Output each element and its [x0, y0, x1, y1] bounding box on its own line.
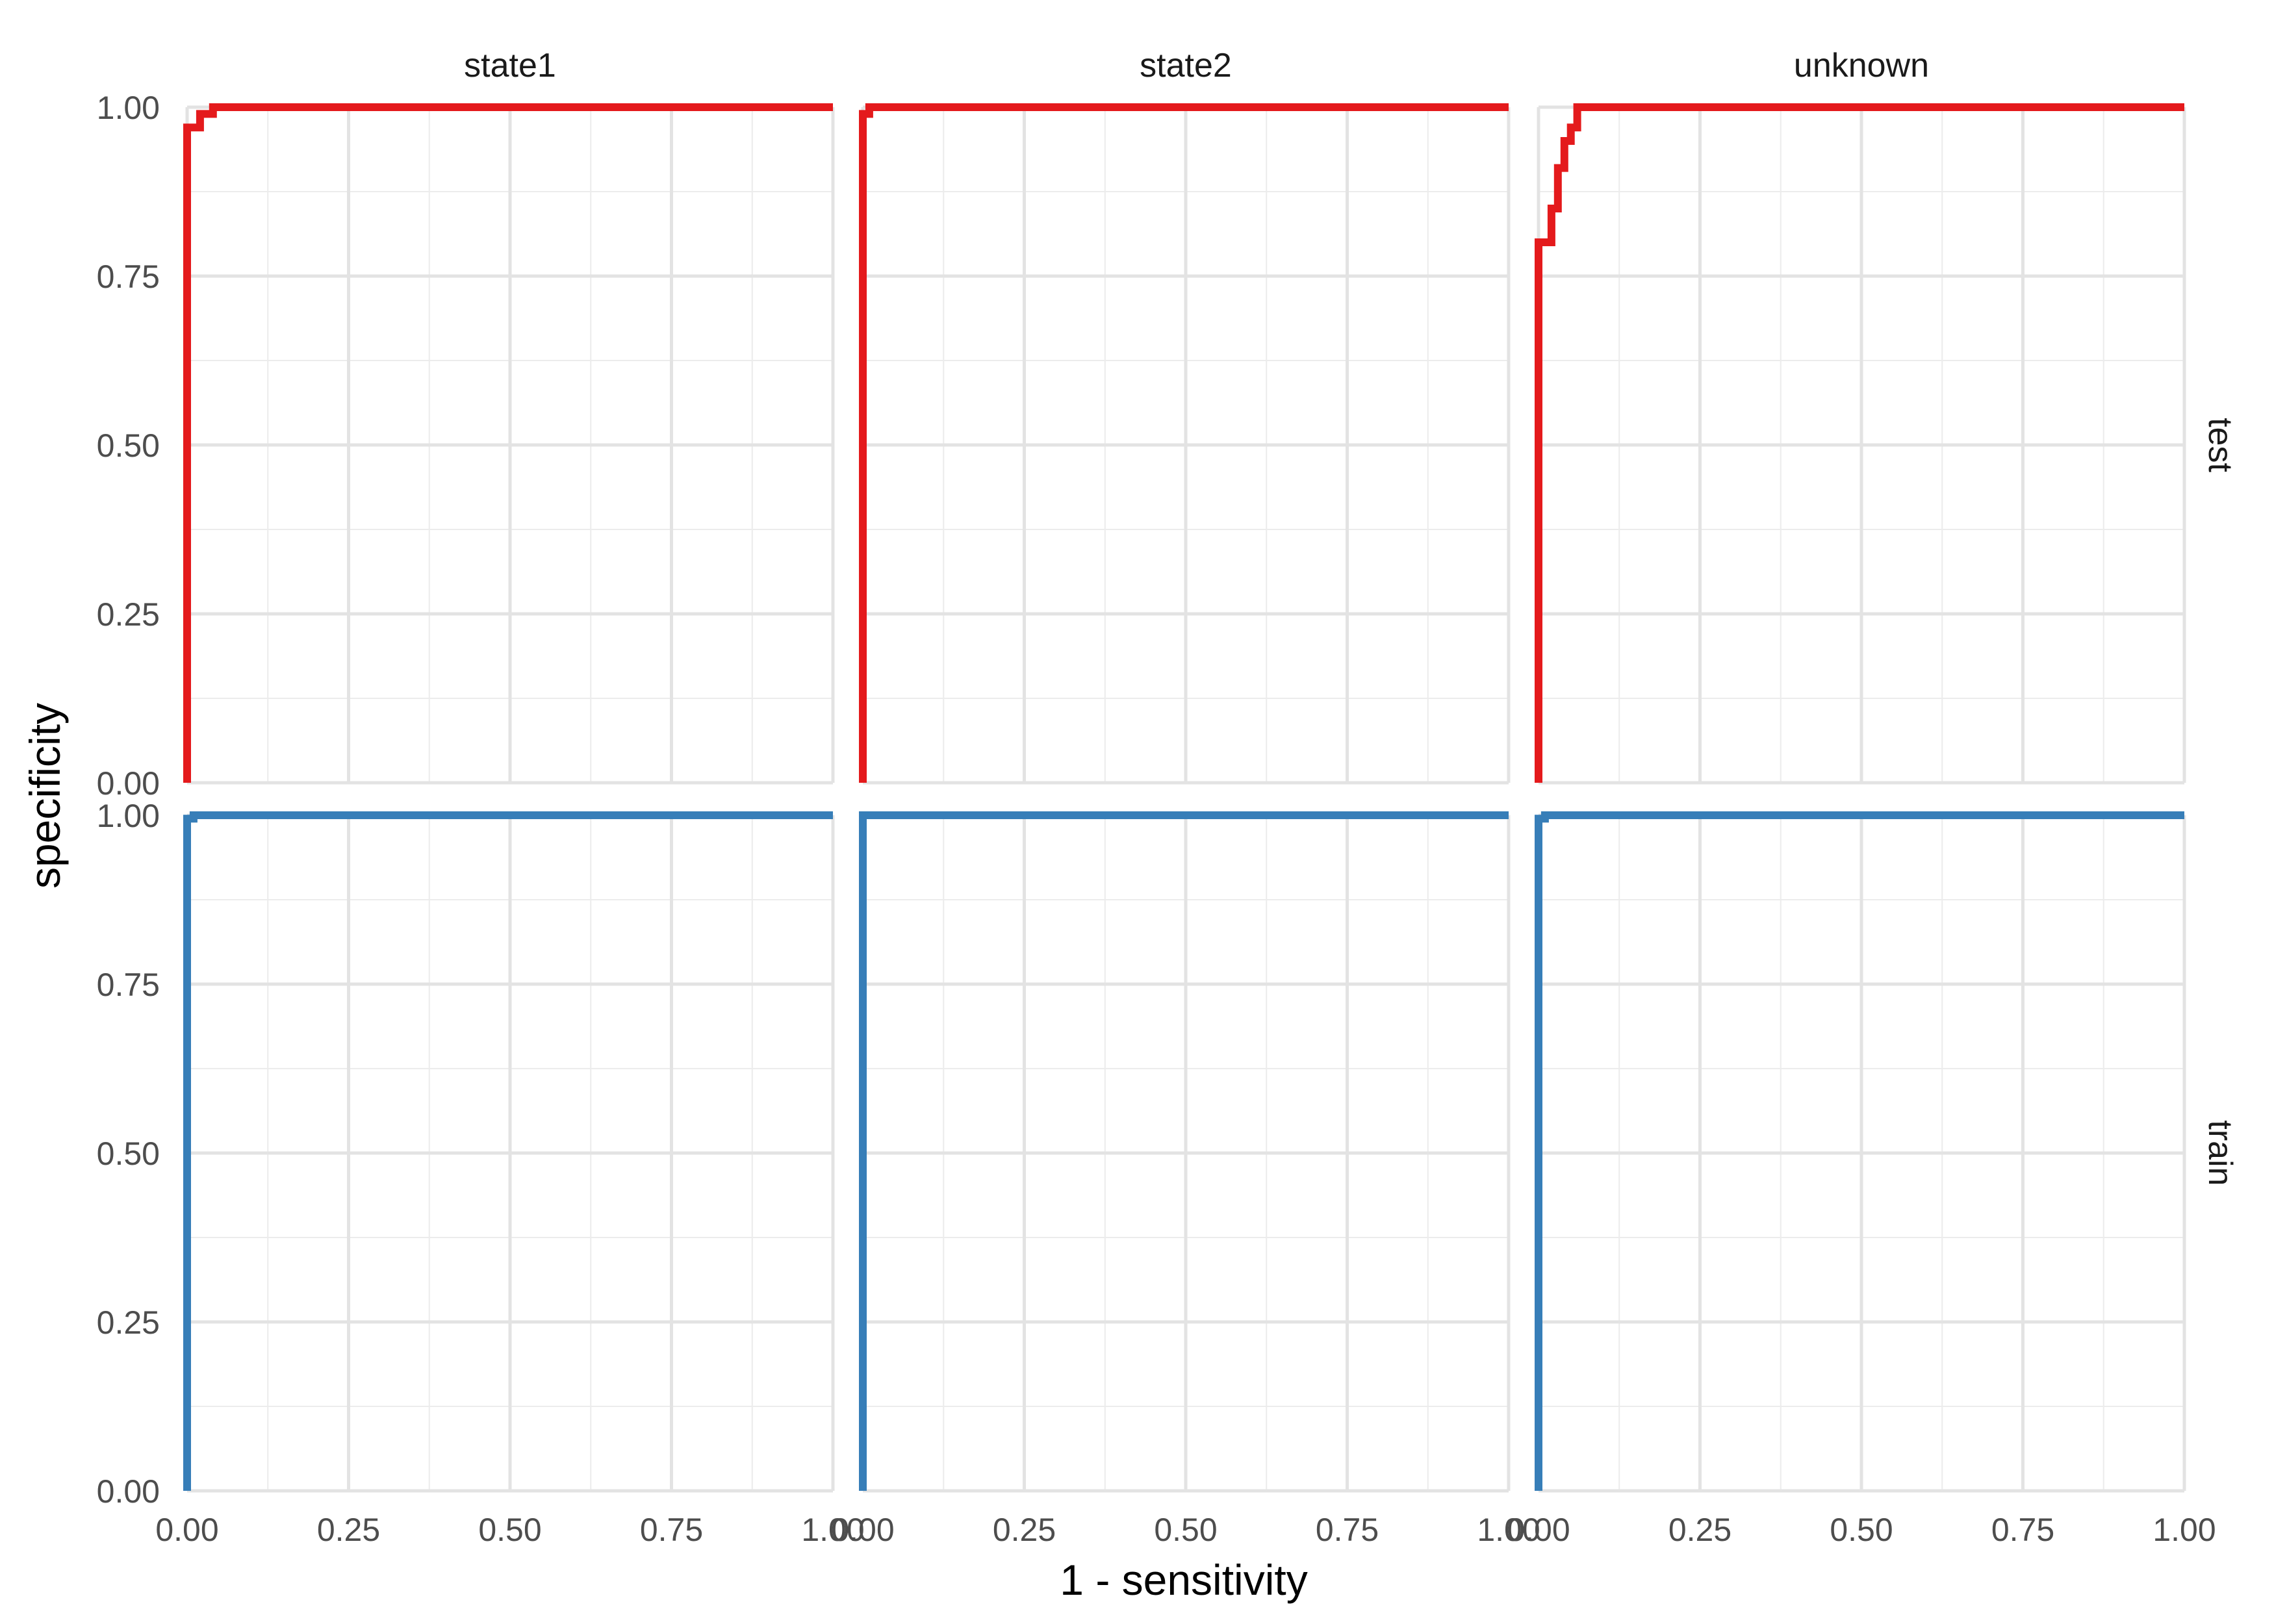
x-tick-label: 0.00 — [155, 1512, 218, 1548]
y-tick-label: 0.75 — [97, 967, 160, 1003]
x-tick-label: 0.25 — [1668, 1512, 1731, 1548]
x-tick-label: 0.25 — [317, 1512, 380, 1548]
x-tick-label: 0.75 — [640, 1512, 703, 1548]
x-tick-label: 1.00 — [801, 1512, 864, 1548]
grid-layer — [185, 105, 2186, 1493]
lines-layer — [183, 103, 2184, 1491]
panel-grid-state2-test — [861, 105, 1511, 785]
x-tick-label: 0.50 — [1830, 1512, 1893, 1548]
x-tick-label: 1.00 — [2153, 1512, 2216, 1548]
x-tick-label: 0.00 — [1507, 1512, 1570, 1548]
panel-grid-unknown-test — [1537, 105, 2186, 785]
y-tick-label: 0.00 — [97, 1473, 160, 1510]
y-tick-label: 1.00 — [97, 90, 160, 126]
x-tick-label: 0.00 — [831, 1512, 894, 1548]
x-tick-label: 0.25 — [993, 1512, 1056, 1548]
x-tick-label: 1.00 — [1477, 1512, 1540, 1548]
roc-line-unknown-test — [1535, 103, 2184, 783]
x-tick-label: 0.50 — [478, 1512, 541, 1548]
strip-label-test: test — [2201, 418, 2239, 472]
roc-line-state1-test — [183, 103, 833, 783]
x-tick-label: 0.75 — [1991, 1512, 2054, 1548]
strip-label-unknown: unknown — [1794, 47, 1929, 84]
panel-grid-state2-train — [861, 813, 1511, 1493]
y-tick-label: 0.25 — [97, 1304, 160, 1341]
roc-line-state1-train — [183, 811, 833, 1491]
strip-label-train: train — [2201, 1120, 2239, 1186]
strip-label-state1: state1 — [464, 47, 556, 84]
y-tick-label: 0.75 — [97, 259, 160, 295]
x-tick-label: 0.75 — [1316, 1512, 1379, 1548]
panel-grid-state1-train — [185, 813, 835, 1493]
panel-grid-unknown-train — [1537, 813, 2186, 1493]
roc-line-state2-train — [859, 811, 1509, 1491]
roc-line-state2-test — [859, 103, 1509, 783]
panel-grid-state1-test — [185, 105, 835, 785]
roc-line-unknown-train — [1535, 811, 2184, 1491]
y-tick-label: 0.25 — [97, 596, 160, 633]
y-axis-title: specificity — [21, 703, 69, 889]
y-tick-label: 1.00 — [97, 798, 160, 834]
x-axis-title: 1 - sensitivity — [1060, 1556, 1307, 1604]
y-tick-label: 0.50 — [97, 427, 160, 464]
strip-label-state2: state2 — [1140, 47, 1232, 84]
x-tick-label: 0.50 — [1154, 1512, 1217, 1548]
y-tick-label: 0.00 — [97, 765, 160, 802]
labels-layer: state1 state2 unknown test train 0.00 0.25 0.50… — [97, 47, 2239, 1548]
y-tick-label: 0.50 — [97, 1136, 160, 1172]
